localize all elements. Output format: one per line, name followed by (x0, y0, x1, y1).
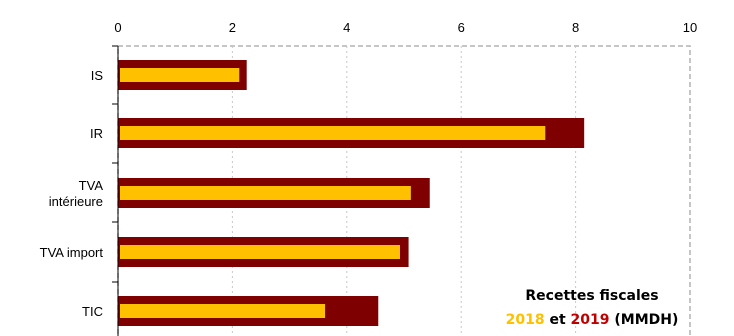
category-label: TIC (82, 304, 103, 319)
category-label: IS (91, 68, 104, 83)
bar-2018 (120, 245, 400, 259)
bar-2018 (120, 68, 240, 82)
bar-2018 (120, 186, 411, 200)
category-label: IR (90, 126, 103, 141)
bar-2018 (120, 304, 326, 318)
category-label: TVA import (40, 245, 104, 260)
bars (118, 60, 585, 326)
x-axis-ticks: 0 2 4 6 8 10 (114, 20, 697, 35)
legend-unit: (MMDH) (614, 312, 678, 328)
legend-connector: et (549, 312, 565, 328)
x-tick-label: 10 (683, 20, 697, 35)
x-tick-label: 6 (458, 20, 465, 35)
y-axis-ticks (112, 45, 118, 283)
legend-year-2018: 2018 (506, 312, 545, 328)
legend-year-2019: 2019 (571, 312, 610, 328)
x-tick-label: 2 (229, 20, 236, 35)
x-tick-label: 0 (114, 20, 121, 35)
category-label: TVA (79, 178, 104, 193)
legend-years: 2018 et 2019 (MMDH) (506, 312, 679, 328)
x-tick-label: 4 (343, 20, 350, 35)
category-label: intérieure (49, 194, 103, 209)
bar-2018 (120, 126, 546, 140)
x-tick-label: 8 (572, 20, 579, 35)
legend-box: Recettes fiscales 2018 et 2019 (MMDH) (506, 288, 679, 328)
legend-title: Recettes fiscales (525, 288, 658, 304)
